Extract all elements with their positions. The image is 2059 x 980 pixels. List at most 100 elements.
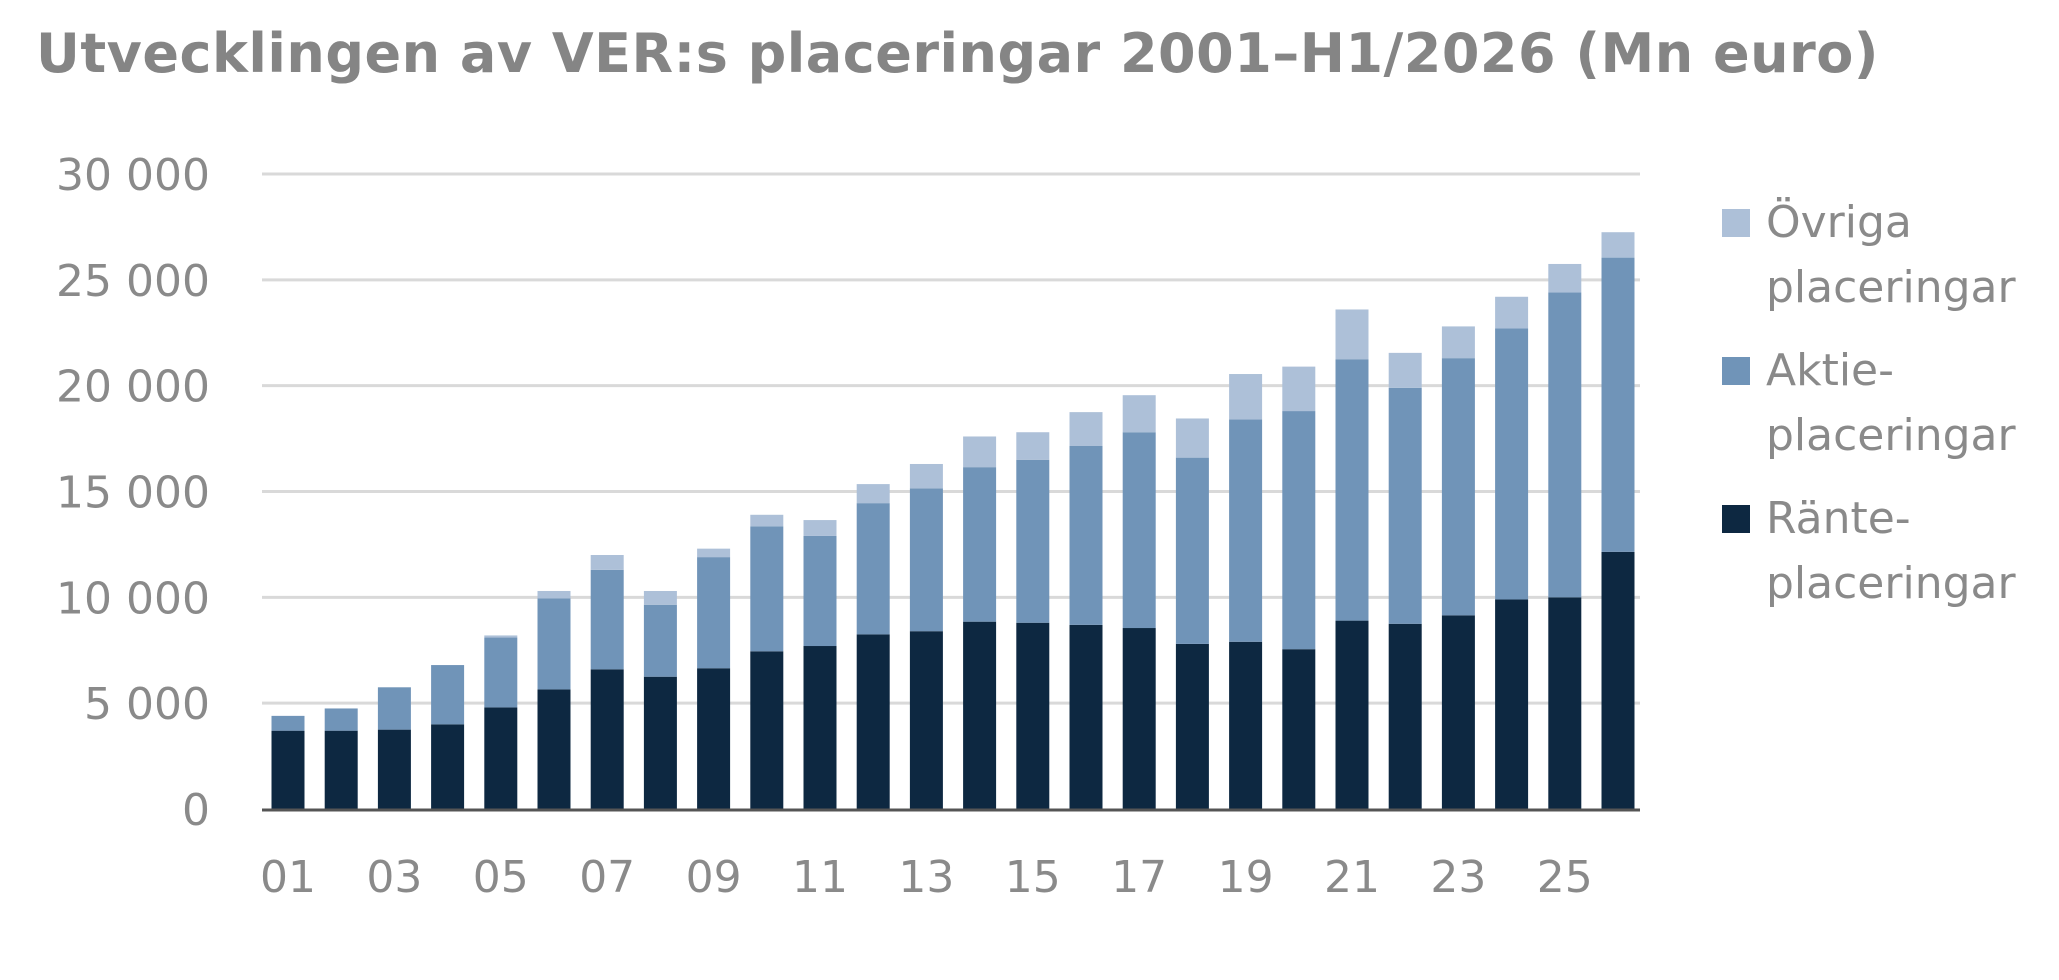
bar-segment-rante xyxy=(697,668,731,809)
bar-segment-aktie xyxy=(643,604,677,677)
bar-segment-ovriga xyxy=(856,484,890,504)
bar-segment-ovriga xyxy=(1441,326,1475,359)
bar-segment-aktie xyxy=(431,665,465,725)
bar-segment-rante xyxy=(1548,597,1582,809)
legend-swatch-ovriga xyxy=(1722,209,1750,237)
bar-segment-ovriga xyxy=(1122,395,1156,433)
x-tick-label: 17 xyxy=(1111,852,1167,903)
bar-segment-ovriga xyxy=(1388,352,1422,388)
legend-label-ovriga: Övriga xyxy=(1766,196,1912,248)
chart-title: Utvecklingen av VER:s placeringar 2001–H… xyxy=(36,22,1879,85)
legend-label-aktie: placeringar xyxy=(1766,410,2016,461)
bar-segment-aktie xyxy=(1175,457,1209,644)
x-tick-label: 07 xyxy=(579,852,635,903)
bar-segment-ovriga xyxy=(803,520,837,536)
bar-segment-rante xyxy=(484,707,518,809)
bar-segment-rante xyxy=(537,689,571,809)
bar-segment-aktie xyxy=(1441,358,1475,616)
bar-segment-aktie xyxy=(1229,419,1263,642)
bar-segment-aktie xyxy=(750,526,784,652)
bar-segment-aktie xyxy=(377,687,411,730)
y-tick-label: 15 000 xyxy=(56,468,210,519)
bar-segment-ovriga xyxy=(590,555,624,570)
bar-segment-aktie xyxy=(537,598,571,690)
x-tick-label: 25 xyxy=(1537,852,1593,903)
bar-segment-aktie xyxy=(1601,257,1635,552)
bar-segment-aktie xyxy=(963,467,997,622)
bar-segment-ovriga xyxy=(1282,366,1316,412)
bar-segment-aktie xyxy=(909,488,943,632)
y-tick-label: 0 xyxy=(182,785,210,836)
bar-segment-rante xyxy=(271,730,305,809)
bar-segment-rante xyxy=(1016,622,1050,809)
legend-swatch-rante xyxy=(1722,505,1750,533)
bar-segment-aktie xyxy=(1016,459,1050,623)
bar-segment-rante xyxy=(1229,641,1263,809)
bar-segment-aktie xyxy=(324,708,358,731)
bar-segment-rante xyxy=(856,634,890,809)
bar-segment-rante xyxy=(431,724,465,809)
bars xyxy=(271,232,1635,809)
bar-segment-rante xyxy=(909,631,943,809)
bar-segment-aktie xyxy=(803,535,837,647)
bar-segment-aktie xyxy=(697,557,731,669)
x-tick-label: 15 xyxy=(1005,852,1061,903)
bar-segment-ovriga xyxy=(1069,412,1103,446)
bar-segment-ovriga xyxy=(1229,374,1263,420)
y-tick-label: 30 000 xyxy=(56,150,210,201)
bar-segment-rante xyxy=(1282,649,1316,809)
bar-segment-rante xyxy=(750,651,784,809)
bar-segment-rante xyxy=(324,730,358,809)
bar-segment-aktie xyxy=(1122,432,1156,629)
bar-segment-rante xyxy=(1069,624,1103,809)
bar-segment-aktie xyxy=(856,503,890,635)
x-tick-label: 21 xyxy=(1324,852,1380,903)
x-tick-label: 13 xyxy=(898,852,954,903)
bar-segment-ovriga xyxy=(537,590,571,599)
bar-segment-rante xyxy=(377,729,411,809)
bar-segment-ovriga xyxy=(1495,296,1529,329)
bar-segment-rante xyxy=(1335,620,1369,809)
bar-segment-aktie xyxy=(1282,411,1316,650)
bar-segment-ovriga xyxy=(909,463,943,489)
legend: Övriga placeringar Aktie-placeringar Ränte-… xyxy=(1722,196,2016,609)
y-tick-label: 20 000 xyxy=(56,362,210,413)
x-tick-label: 09 xyxy=(686,852,742,903)
y-axis-tick-labels: 0 5 000 10 000 15 000 20 000 25 000 30 000 xyxy=(56,150,210,836)
bar-segment-rante xyxy=(1175,643,1209,809)
bar-segment-aktie xyxy=(1069,445,1103,625)
legend-label-aktie: Aktie- xyxy=(1766,345,1894,396)
bar-segment-ovriga xyxy=(1016,432,1050,460)
bar-segment-ovriga xyxy=(1548,263,1582,293)
bar-segment-rante xyxy=(1388,623,1422,809)
bar-segment-aktie xyxy=(1548,292,1582,598)
bar-segment-aktie xyxy=(1495,328,1529,600)
bar-segment-aktie xyxy=(484,637,518,708)
bar-segment-rante xyxy=(1495,599,1529,809)
bar-segment-ovriga xyxy=(1175,418,1209,458)
y-tick-label: 10 000 xyxy=(56,573,210,624)
bar-segment-ovriga xyxy=(1335,309,1369,360)
legend-label-rante: Ränte- xyxy=(1766,493,1911,544)
legend-label-ovriga: placeringar xyxy=(1766,262,2016,313)
x-tick-label: 19 xyxy=(1218,852,1274,903)
x-tick-label: 01 xyxy=(260,852,316,903)
y-tick-label: 25 000 xyxy=(56,256,210,307)
bar-segment-ovriga xyxy=(484,635,518,638)
bar-segment-aktie xyxy=(1335,359,1369,621)
bar-segment-ovriga xyxy=(643,590,677,605)
bar-segment-ovriga xyxy=(750,514,784,527)
bar-segment-aktie xyxy=(271,715,305,731)
legend-label-rante: placeringar xyxy=(1766,558,2016,609)
bar-segment-rante xyxy=(643,676,677,809)
bar-segment-rante xyxy=(590,669,624,809)
bar-segment-rante xyxy=(963,621,997,809)
bar-segment-ovriga xyxy=(963,436,997,468)
bar-segment-ovriga xyxy=(1601,232,1635,258)
legend-swatch-aktie xyxy=(1722,357,1750,385)
x-axis-tick-labels: 01 03 05 07 09 11 13 15 17 19 21 23 25 xyxy=(260,852,1593,903)
x-tick-label: 03 xyxy=(366,852,422,903)
bar-segment-rante xyxy=(803,646,837,809)
bar-segment-aktie xyxy=(1388,387,1422,624)
